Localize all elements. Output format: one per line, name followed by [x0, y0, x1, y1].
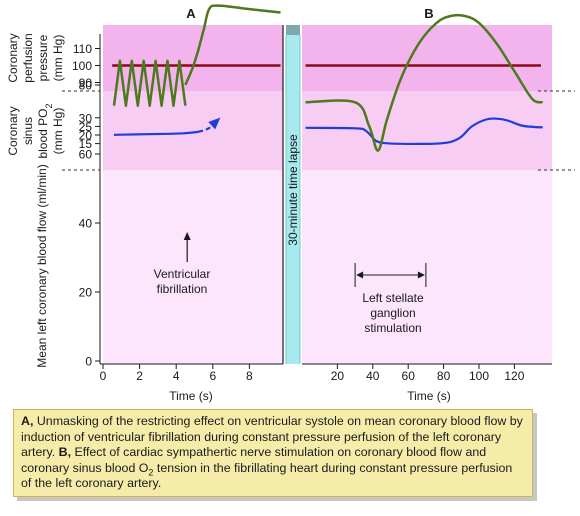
- caption-a-label: A,: [21, 414, 34, 428]
- background-bands: [103, 25, 552, 364]
- panel-b-x-tick-label-40: 40: [366, 369, 380, 383]
- panel-a-x-axis-title: Time (s): [169, 389, 213, 403]
- panel-b-x-tick-label-60: 60: [402, 369, 416, 383]
- panel-a-po2-line: [113, 130, 199, 136]
- series: [112, 4, 544, 287]
- time-lapse-cap: [286, 25, 300, 35]
- flow-tick-label-40: 40: [79, 217, 93, 231]
- fibrillation-label-line-1: fibrillation: [157, 282, 208, 296]
- caption-b-label: B,: [58, 445, 72, 460]
- time-lapse-rect: [286, 35, 300, 364]
- po2-axis-title-main: blood PO: [36, 108, 50, 158]
- caption-b-subscript: 2: [148, 467, 154, 478]
- fibrillation-arrow-head: [183, 232, 191, 240]
- panel-a-x-tick-label-6: 6: [209, 369, 216, 383]
- panel-b-x-tick-label-100: 100: [469, 369, 489, 383]
- pressure-tick-label-90: 90: [79, 76, 93, 90]
- panel-b-x-tick-label-20: 20: [331, 369, 345, 383]
- po2-axis-title-line-2: blood PO2: [36, 103, 54, 158]
- panel-a-pressure-band: [103, 25, 283, 91]
- pressure-axis-title-line-2: pressure: [36, 34, 50, 81]
- panel-a-flow-oscillation: [112, 59, 187, 107]
- caption-a-text: Unmasking of the restricting effect on v…: [21, 414, 523, 460]
- flow-tick-label-0: 0: [85, 355, 92, 369]
- po2-axis-title-subscript: 2: [44, 103, 54, 108]
- panel-b-flow-band: [302, 170, 552, 364]
- stimulation-bracket-arrow-right: [417, 271, 425, 279]
- panel-b-po2-band: [302, 91, 552, 170]
- po2-tick-label-25: 25: [79, 120, 93, 134]
- panel-b-pressure-band: [302, 25, 552, 91]
- panel-a-flow-band: [103, 170, 283, 364]
- panel-a-x-tick-label-4: 4: [173, 369, 180, 383]
- panel-b-title: B: [424, 6, 433, 21]
- pressure-axis-title-line-1: perfusion: [21, 33, 35, 82]
- po2-tick-label-30: 30: [79, 111, 93, 125]
- panel-a-x-tick-label-2: 2: [136, 369, 143, 383]
- flow-tick-label-60: 60: [79, 148, 93, 162]
- time-lapse-label: 30-minute time lapse: [286, 134, 300, 246]
- stimulation-label-line-2: stimulation: [364, 321, 421, 335]
- panel-a-x-tick-label-0: 0: [100, 369, 107, 383]
- figure-caption: A, Unmasking of the restricting effect o…: [13, 409, 533, 497]
- pressure-axis-title-line-3: (mm Hg): [51, 35, 65, 82]
- flow-tick-label-80: 80: [79, 79, 93, 93]
- time-lapse-bar: [285, 25, 301, 364]
- pressure-axis-title-line-0: Coronary: [6, 33, 20, 82]
- panel-a-po2-band: [103, 91, 283, 170]
- panel-b-x-tick-label-120: 120: [504, 369, 524, 383]
- po2-tick-label-15: 15: [79, 137, 93, 151]
- panel-b-flow-line: [305, 13, 544, 152]
- flow-axis-title: Mean left coronary blood flow (ml/min): [35, 164, 49, 367]
- panel-a-flow-line: [184, 4, 281, 86]
- panel-a-po2-arrowhead: [208, 117, 221, 130]
- stimulation-label-line-0: Left stellate: [362, 291, 424, 305]
- po2-axis-title-line-0: Coronary: [6, 106, 20, 155]
- panel-a-po2-dashed: [197, 118, 220, 133]
- po2-axis-title-line-1: sinus: [21, 117, 35, 145]
- caption-b-text: Effect of cardiac sympathertic nerve sti…: [21, 445, 487, 475]
- panel-a-x-tick-label-8: 8: [246, 369, 253, 383]
- pressure-tick-label-110: 110: [73, 42, 92, 56]
- po2-axis-title-line-3: (mm Hg): [51, 108, 65, 155]
- flow-tick-label-20: 20: [79, 286, 93, 300]
- panel-b-x-axis-title: Time (s): [407, 389, 451, 403]
- fibrillation-label-line-0: Ventricular: [154, 267, 211, 281]
- po2-tick-label-20: 20: [79, 129, 93, 143]
- pressure-tick-label-100: 100: [72, 59, 92, 73]
- caption-b-text-end: tension in the fibrillating heart during…: [21, 460, 513, 491]
- stimulation-bracket-arrow-left: [356, 271, 364, 279]
- stimulation-label-line-1: ganglion: [370, 306, 415, 320]
- panel-b-x-tick-label-80: 80: [437, 369, 451, 383]
- panel-a-title: A: [186, 6, 196, 21]
